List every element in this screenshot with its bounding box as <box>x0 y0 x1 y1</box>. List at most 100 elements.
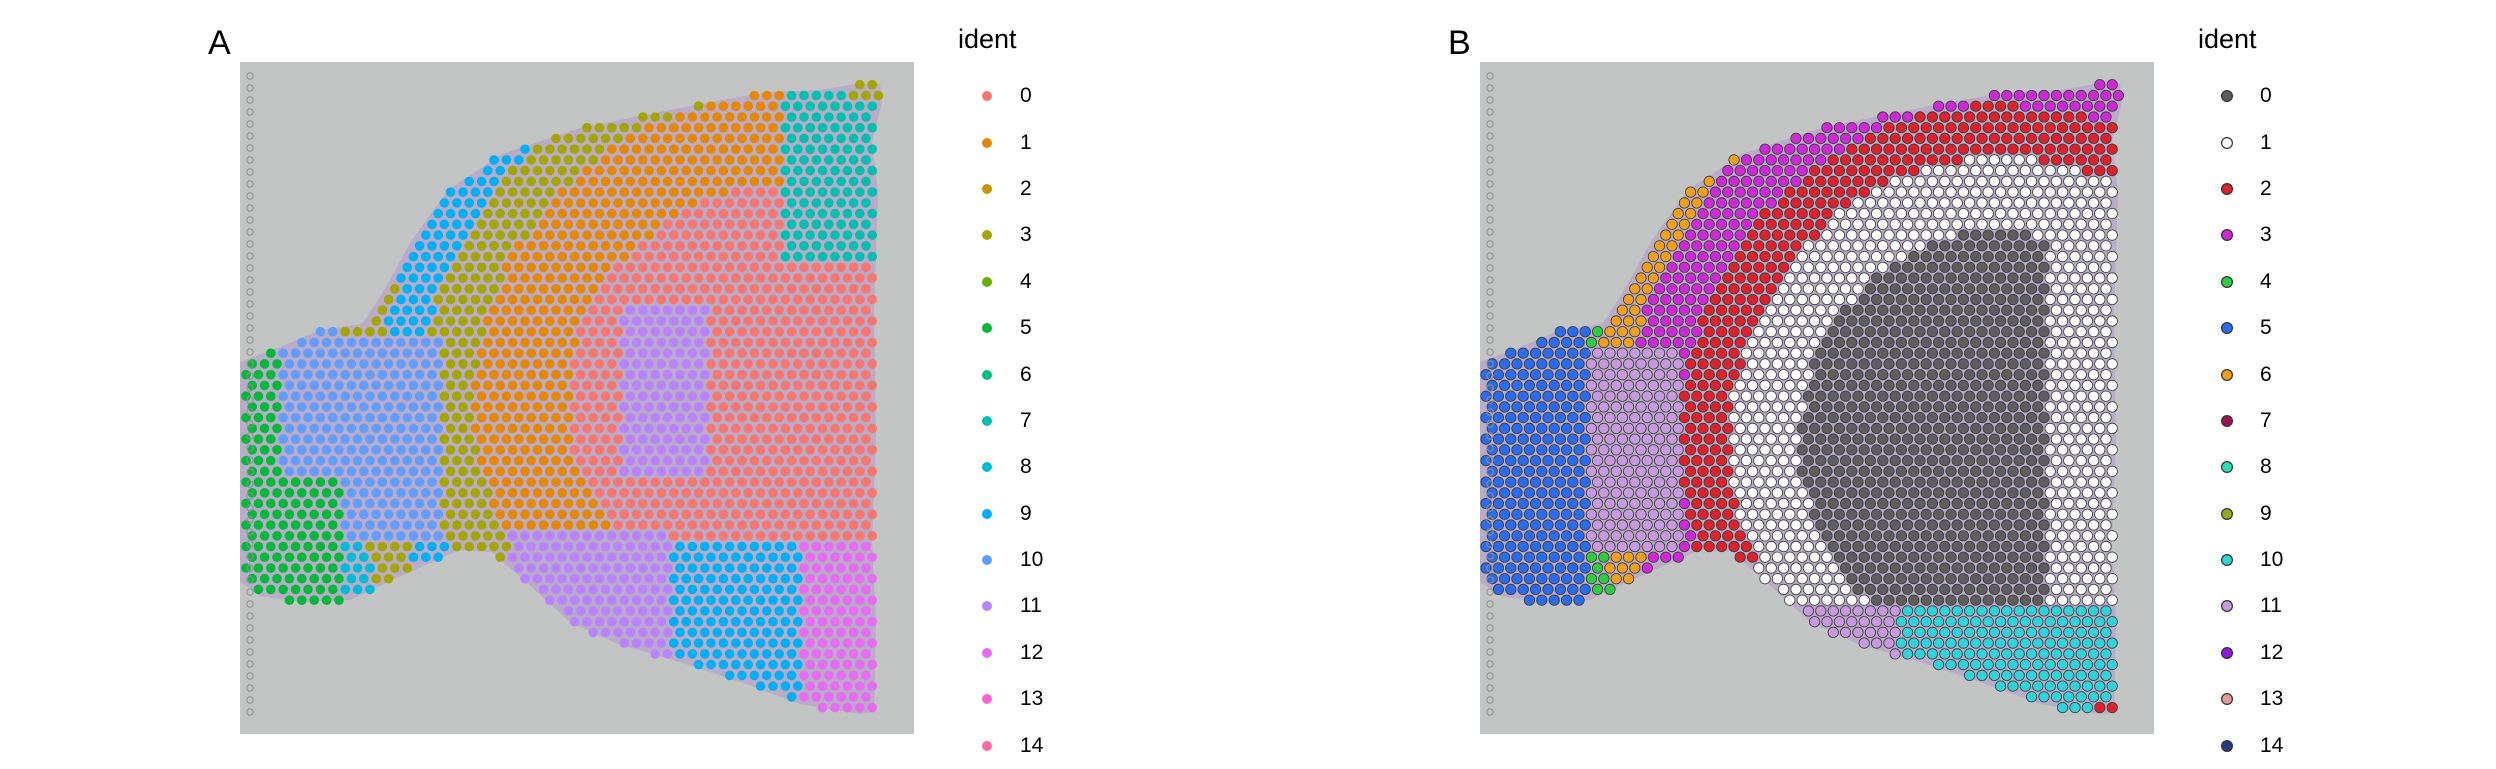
spot-cluster-3 <box>377 305 388 315</box>
spot-cluster-11 <box>693 380 704 391</box>
spot-cluster-2 <box>1709 358 1721 370</box>
spot-cluster-3 <box>1765 197 1777 209</box>
spot-cluster-0 <box>1951 369 1963 381</box>
spot-cluster-1 <box>1963 175 1976 188</box>
spot-cluster-11 <box>1592 540 1604 553</box>
spot-cluster-1 <box>1808 293 1821 306</box>
spot-cluster-0 <box>1951 583 1963 596</box>
spot-cluster-10 <box>2044 658 2056 671</box>
legend-swatch <box>2220 136 2234 149</box>
spot-cluster-0 <box>1864 304 1876 316</box>
spot-cluster-0 <box>2025 261 2038 273</box>
spot-cluster-0 <box>656 294 667 305</box>
spot-cluster-1 <box>569 187 580 197</box>
spot-cluster-0 <box>762 284 772 294</box>
spot-cluster-1 <box>551 498 561 509</box>
spot-cluster-1 <box>2056 508 2069 520</box>
spot-cluster-11 <box>594 531 605 541</box>
spot-cluster-1 <box>1771 293 1783 306</box>
spot-cluster-2 <box>1777 197 1790 209</box>
spot-cluster-1 <box>1746 379 1759 391</box>
spot-cluster-0 <box>2001 583 2013 596</box>
spot-cluster-10 <box>297 402 307 412</box>
spot-cluster-12 <box>848 563 859 573</box>
spot-cluster-0 <box>718 337 729 348</box>
spot-cluster-11 <box>1641 476 1653 488</box>
spot-cluster-1 <box>1970 186 1982 198</box>
spot-cluster-0 <box>718 402 729 412</box>
legend-item-14: 14 <box>2198 722 2283 768</box>
spot-cluster-3 <box>476 520 487 530</box>
spot-cluster-0 <box>1951 283 1963 295</box>
spot-cluster-1 <box>2069 165 2081 177</box>
spot-cluster-11 <box>607 552 617 562</box>
spot-cluster-7 <box>842 208 853 219</box>
spot-cluster-1 <box>2081 336 2094 349</box>
spot-cluster-10 <box>2025 626 2038 639</box>
spot-cluster-10 <box>371 531 381 541</box>
spot-cluster-1 <box>613 241 623 251</box>
spot-cluster-12 <box>811 692 822 702</box>
spot-cluster-1 <box>755 144 766 154</box>
spot-cluster-10 <box>390 520 400 530</box>
spot-cluster-10 <box>390 498 400 509</box>
spot-cluster-10 <box>2081 637 2094 649</box>
legend-swatch <box>982 694 992 705</box>
spot-cluster-0 <box>613 369 623 380</box>
spot-cluster-11 <box>613 627 623 638</box>
spot-cluster-0 <box>1852 411 1864 424</box>
spot-cluster-0 <box>855 445 865 455</box>
spot-cluster-1 <box>2087 369 2100 381</box>
spot-cluster-0 <box>1994 573 2007 585</box>
spot-cluster-9 <box>675 541 685 552</box>
spot-cluster-11 <box>662 584 673 595</box>
spot-cluster-10 <box>303 391 313 402</box>
spot-cluster-2 <box>1932 143 1945 155</box>
spot-cluster-9 <box>669 595 679 605</box>
spot-cluster-11 <box>638 455 648 466</box>
spot-cluster-5 <box>1561 594 1573 606</box>
spot-cluster-12 <box>836 649 846 659</box>
spot-cluster-11 <box>600 627 611 638</box>
spot-cluster-10 <box>1939 626 1951 639</box>
spot-cluster-9 <box>749 606 760 616</box>
spot-cluster-1 <box>551 391 561 402</box>
spot-cluster-1 <box>1796 573 1808 585</box>
spot-cluster-5 <box>1567 347 1579 359</box>
spot-cluster-7 <box>836 90 846 101</box>
spot-cluster-0 <box>1920 594 1932 606</box>
spot-cluster-11 <box>1598 379 1610 391</box>
spot-cluster-0 <box>1852 583 1864 596</box>
spot-cluster-1 <box>563 391 574 402</box>
fiducial-dot <box>1486 324 1494 332</box>
spot-cluster-10 <box>278 348 288 359</box>
spot-cluster-10 <box>2056 658 2069 671</box>
spot-cluster-0 <box>1926 454 1938 467</box>
spot-cluster-3 <box>855 79 865 90</box>
spot-cluster-2 <box>1728 304 1740 316</box>
spot-cluster-3 <box>1691 240 1703 252</box>
spot-cluster-1 <box>1784 358 1796 370</box>
spot-cluster-1 <box>532 294 543 305</box>
spot-cluster-3 <box>483 273 493 283</box>
spot-cluster-0 <box>1945 315 1957 327</box>
spot-cluster-3 <box>1858 122 1870 134</box>
spot-cluster-5 <box>1511 422 1523 434</box>
spot-cluster-5 <box>1511 487 1523 499</box>
spot-cluster-1 <box>557 273 567 283</box>
spot-cluster-12 <box>799 541 809 552</box>
fiducial-dot <box>246 312 254 320</box>
spot-cluster-11 <box>1635 422 1647 434</box>
spot-cluster-1 <box>1796 379 1808 391</box>
spot-cluster-1 <box>1802 283 1814 295</box>
spot-cluster-10 <box>414 348 425 359</box>
legend-item-13: 13 <box>958 676 1043 722</box>
spot-cluster-0 <box>762 455 772 466</box>
spot-cluster-0 <box>1932 530 1945 542</box>
spot-cluster-1 <box>2050 540 2063 553</box>
spot-cluster-7 <box>799 219 809 230</box>
spot-cluster-2 <box>1746 551 1759 563</box>
spot-cluster-3 <box>1647 293 1659 306</box>
spot-cluster-10 <box>1901 626 1914 639</box>
spot-cluster-0 <box>2007 401 2019 413</box>
